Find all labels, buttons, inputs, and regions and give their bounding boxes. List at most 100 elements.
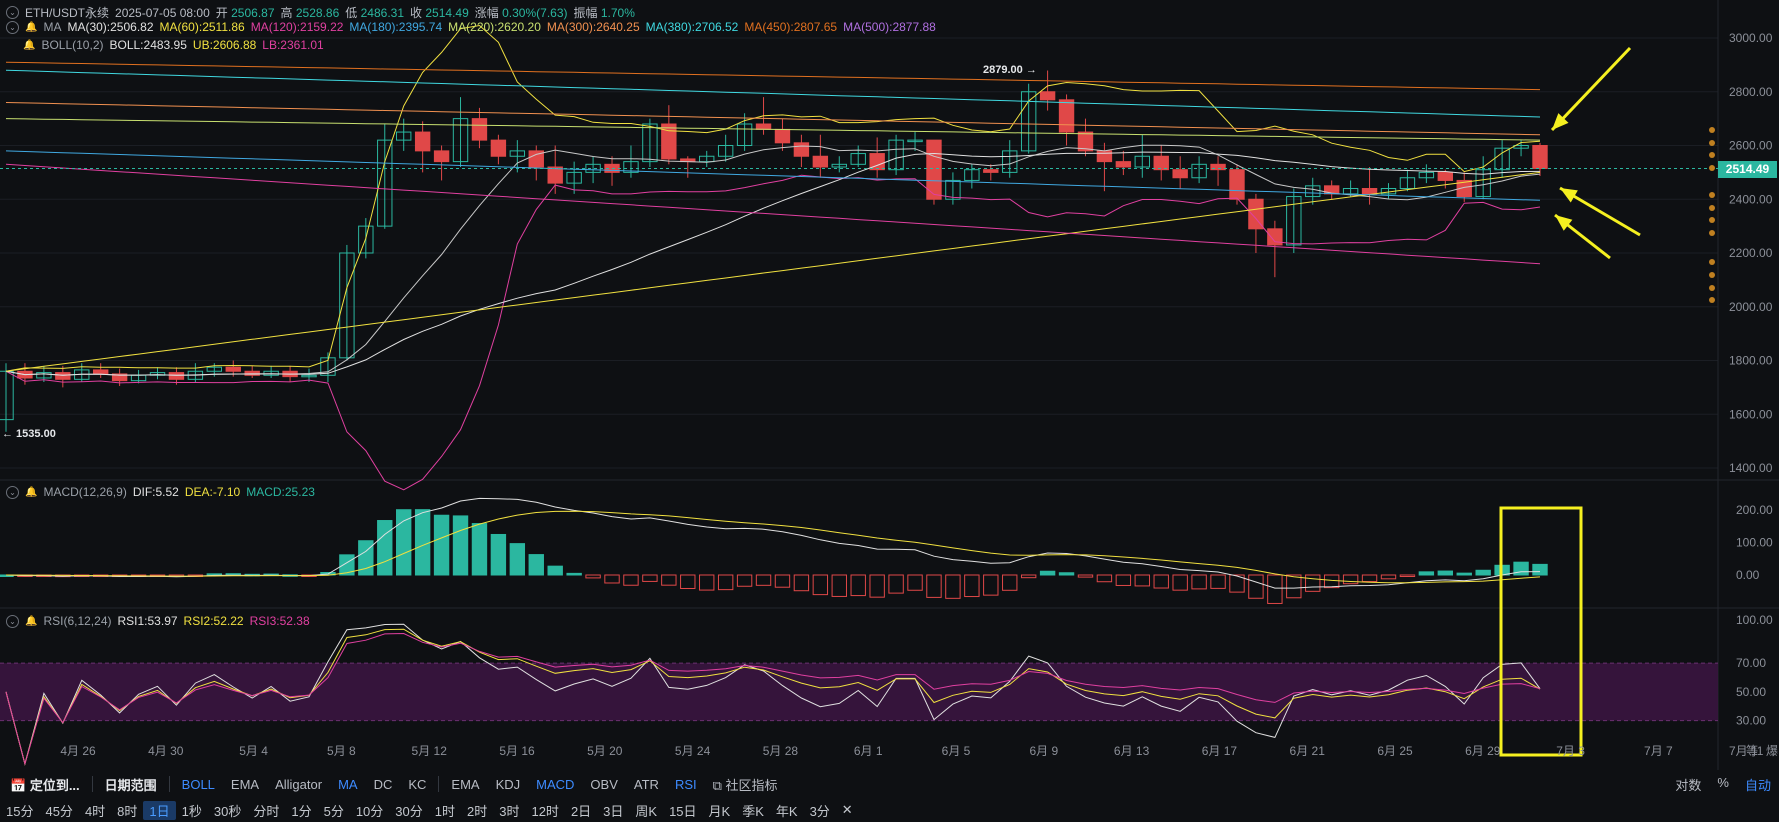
date-axis-label: 6月 25 [1377,744,1413,758]
timeframe-0[interactable]: 15分 [6,803,34,819]
overlay-toggle-boll[interactable]: BOLL [181,776,215,792]
candle-body [1361,188,1378,195]
timeframe-16[interactable]: 2日 [570,803,592,819]
close-timeframes-icon[interactable]: ✕ [841,802,853,817]
overlay-indicator-group: BOLL EMA Alligator MA DC KC [174,777,435,792]
timeframe-21[interactable]: 季K [742,803,764,819]
price-axis-label: 1600.00 [1729,407,1773,421]
macd-histogram-bar [1077,574,1094,578]
macd-histogram-bar [717,574,734,591]
ma450-line [5,61,1541,91]
macd-histogram-bar [414,509,431,576]
kline-chart[interactable]: 3000.00 2800.00 2600.00 2400.00 2200.00 2000.… [0,0,1779,770]
timeframe-10[interactable]: 10分 [355,803,384,819]
timeframe-12[interactable]: 1时 [434,803,455,819]
sub-indicator-toggle-atr[interactable]: ATR [633,776,659,792]
annotation-arrowhead [1552,113,1569,130]
timeframe-2[interactable]: 4时 [84,803,106,819]
macd-histogram-bar [907,574,923,591]
candle-body [168,372,185,380]
timeframe-9[interactable]: 5分 [323,803,344,819]
candle-body [301,374,317,378]
amp-value: 1.70% [600,6,635,20]
timeframe-13[interactable]: 2时 [467,803,488,819]
boll-lower-line [5,174,1541,491]
macd-histogram-bar [1020,574,1037,579]
bell-icon[interactable]: 🔔 [25,21,38,33]
timeframe-4[interactable]: 1日 [143,800,176,820]
candle-body [736,123,753,146]
date-axis-label: 4月 30 [148,744,184,758]
timeframe-7[interactable]: 分时 [253,803,280,819]
timeframe-23[interactable]: 3分 [809,803,830,819]
candle-body [528,150,544,168]
overlay-toggle-alligator[interactable]: Alligator [275,776,323,792]
timeframe-17[interactable]: 3日 [603,803,624,819]
bell-icon[interactable]: 🔔 [23,39,36,51]
sub-indicator-toggle-ema[interactable]: EMA [451,776,480,792]
date-range-button[interactable]: 日期范围 [97,775,165,794]
symbol-name: ETH/USDT永续 [25,6,110,20]
macd-histogram-bar [869,574,885,598]
rsi-legend[interactable]: ⌄ 🔔 RSI(6,12,24) RSI1:53.97 RSI2:52.22 RSI… [6,614,310,628]
timeframe-19[interactable]: 15日 [669,803,697,819]
overlay-toggle-ema[interactable]: EMA [230,776,260,792]
rsi-axis-label: 100.00 [1736,613,1773,627]
candle-body [0,370,14,421]
timeframe-18[interactable]: 周K [635,803,658,819]
overlay-toggle-kc[interactable]: KC [408,776,427,792]
overlay-toggle-ma[interactable]: MA [338,776,358,792]
macd-histogram-bar [926,574,942,598]
timeframe-1[interactable]: 45分 [45,803,73,819]
scale-option-[interactable]: 对数 [1675,777,1702,793]
community-indicators-button[interactable]: ⧉ 社区指标 [705,775,786,794]
macd-axis-label: 100.00 [1736,536,1773,550]
candle-body [850,153,866,165]
macd-histogram-bar [547,565,563,576]
sub-indicator-toggle-kdj[interactable]: KDJ [495,776,521,792]
date-range-label: 日期范围 [104,777,157,793]
macd-legend[interactable]: ⌄ 🔔 MACD(12,26,9) DIF:5.52 DEA:-7.10 MACD:… [6,485,315,499]
ma-legend[interactable]: ⌄ 🔔 MA MA(30):2506.82 MA(60):2511.86 MA(12… [6,20,936,34]
date-axis-label: 7月 11 [1729,744,1764,758]
scale-option-[interactable]: 自动 [1744,777,1771,793]
timeframe-11[interactable]: 30分 [395,803,423,819]
goto-button[interactable]: 📅 定位到... [0,775,88,794]
boll-legend[interactable]: 🔔 BOLL(10,2) BOLL:2483.95 UB:2606.88 LB:23… [6,38,324,52]
macd-axis-label: 0.00 [1736,568,1760,582]
timeframe-5[interactable]: 1秒 [181,803,202,819]
collapse-icon[interactable]: ⌄ [6,20,19,34]
timeframe-8[interactable]: 1分 [291,803,312,819]
candle-body [509,150,526,157]
candle-body [1191,163,1207,179]
macd-histogram-bar [945,574,961,599]
timeframe-14[interactable]: 3时 [499,803,520,819]
sub-indicator-toggle-rsi[interactable]: RSI [674,776,697,792]
timeframe-3[interactable]: 8时 [117,803,138,819]
sub-indicator-toggle-obv[interactable]: OBV [590,776,618,792]
bell-icon[interactable]: 🔔 [25,615,38,627]
timeframe-6[interactable]: 30秒 [213,803,242,819]
candle-body [55,372,71,380]
orderbook-dot [1709,205,1715,211]
symbol-info-line: ⌄ ETH/USDT永续 2025-07-05 08:00 开 2506.87 … [6,4,635,21]
collapse-icon[interactable]: ⌄ [6,614,19,628]
scale-option-[interactable]: % [1717,774,1729,790]
collapse-icon[interactable]: ⌄ [6,485,19,499]
ma30-line [5,151,1541,376]
collapse-icon[interactable]: ⌄ [6,6,19,19]
timeframe-15[interactable]: 12时 [531,803,559,819]
overlay-toggle-dc[interactable]: DC [373,776,393,792]
bell-icon[interactable]: 🔔 [25,486,38,498]
orderbook-dot [1709,230,1715,236]
candle-body [1532,145,1548,169]
rsi-legend-item: RSI3:52.38 [249,614,310,628]
timeframe-22[interactable]: 年K [775,803,798,819]
timeframe-20[interactable]: 月K [708,803,731,819]
candle-body [396,131,412,141]
macd-histogram-bar [1134,574,1150,587]
candle-body [377,139,393,227]
candle-body [36,372,52,379]
sub-indicator-toggle-macd[interactable]: MACD [536,776,575,792]
candle-body [661,123,677,160]
